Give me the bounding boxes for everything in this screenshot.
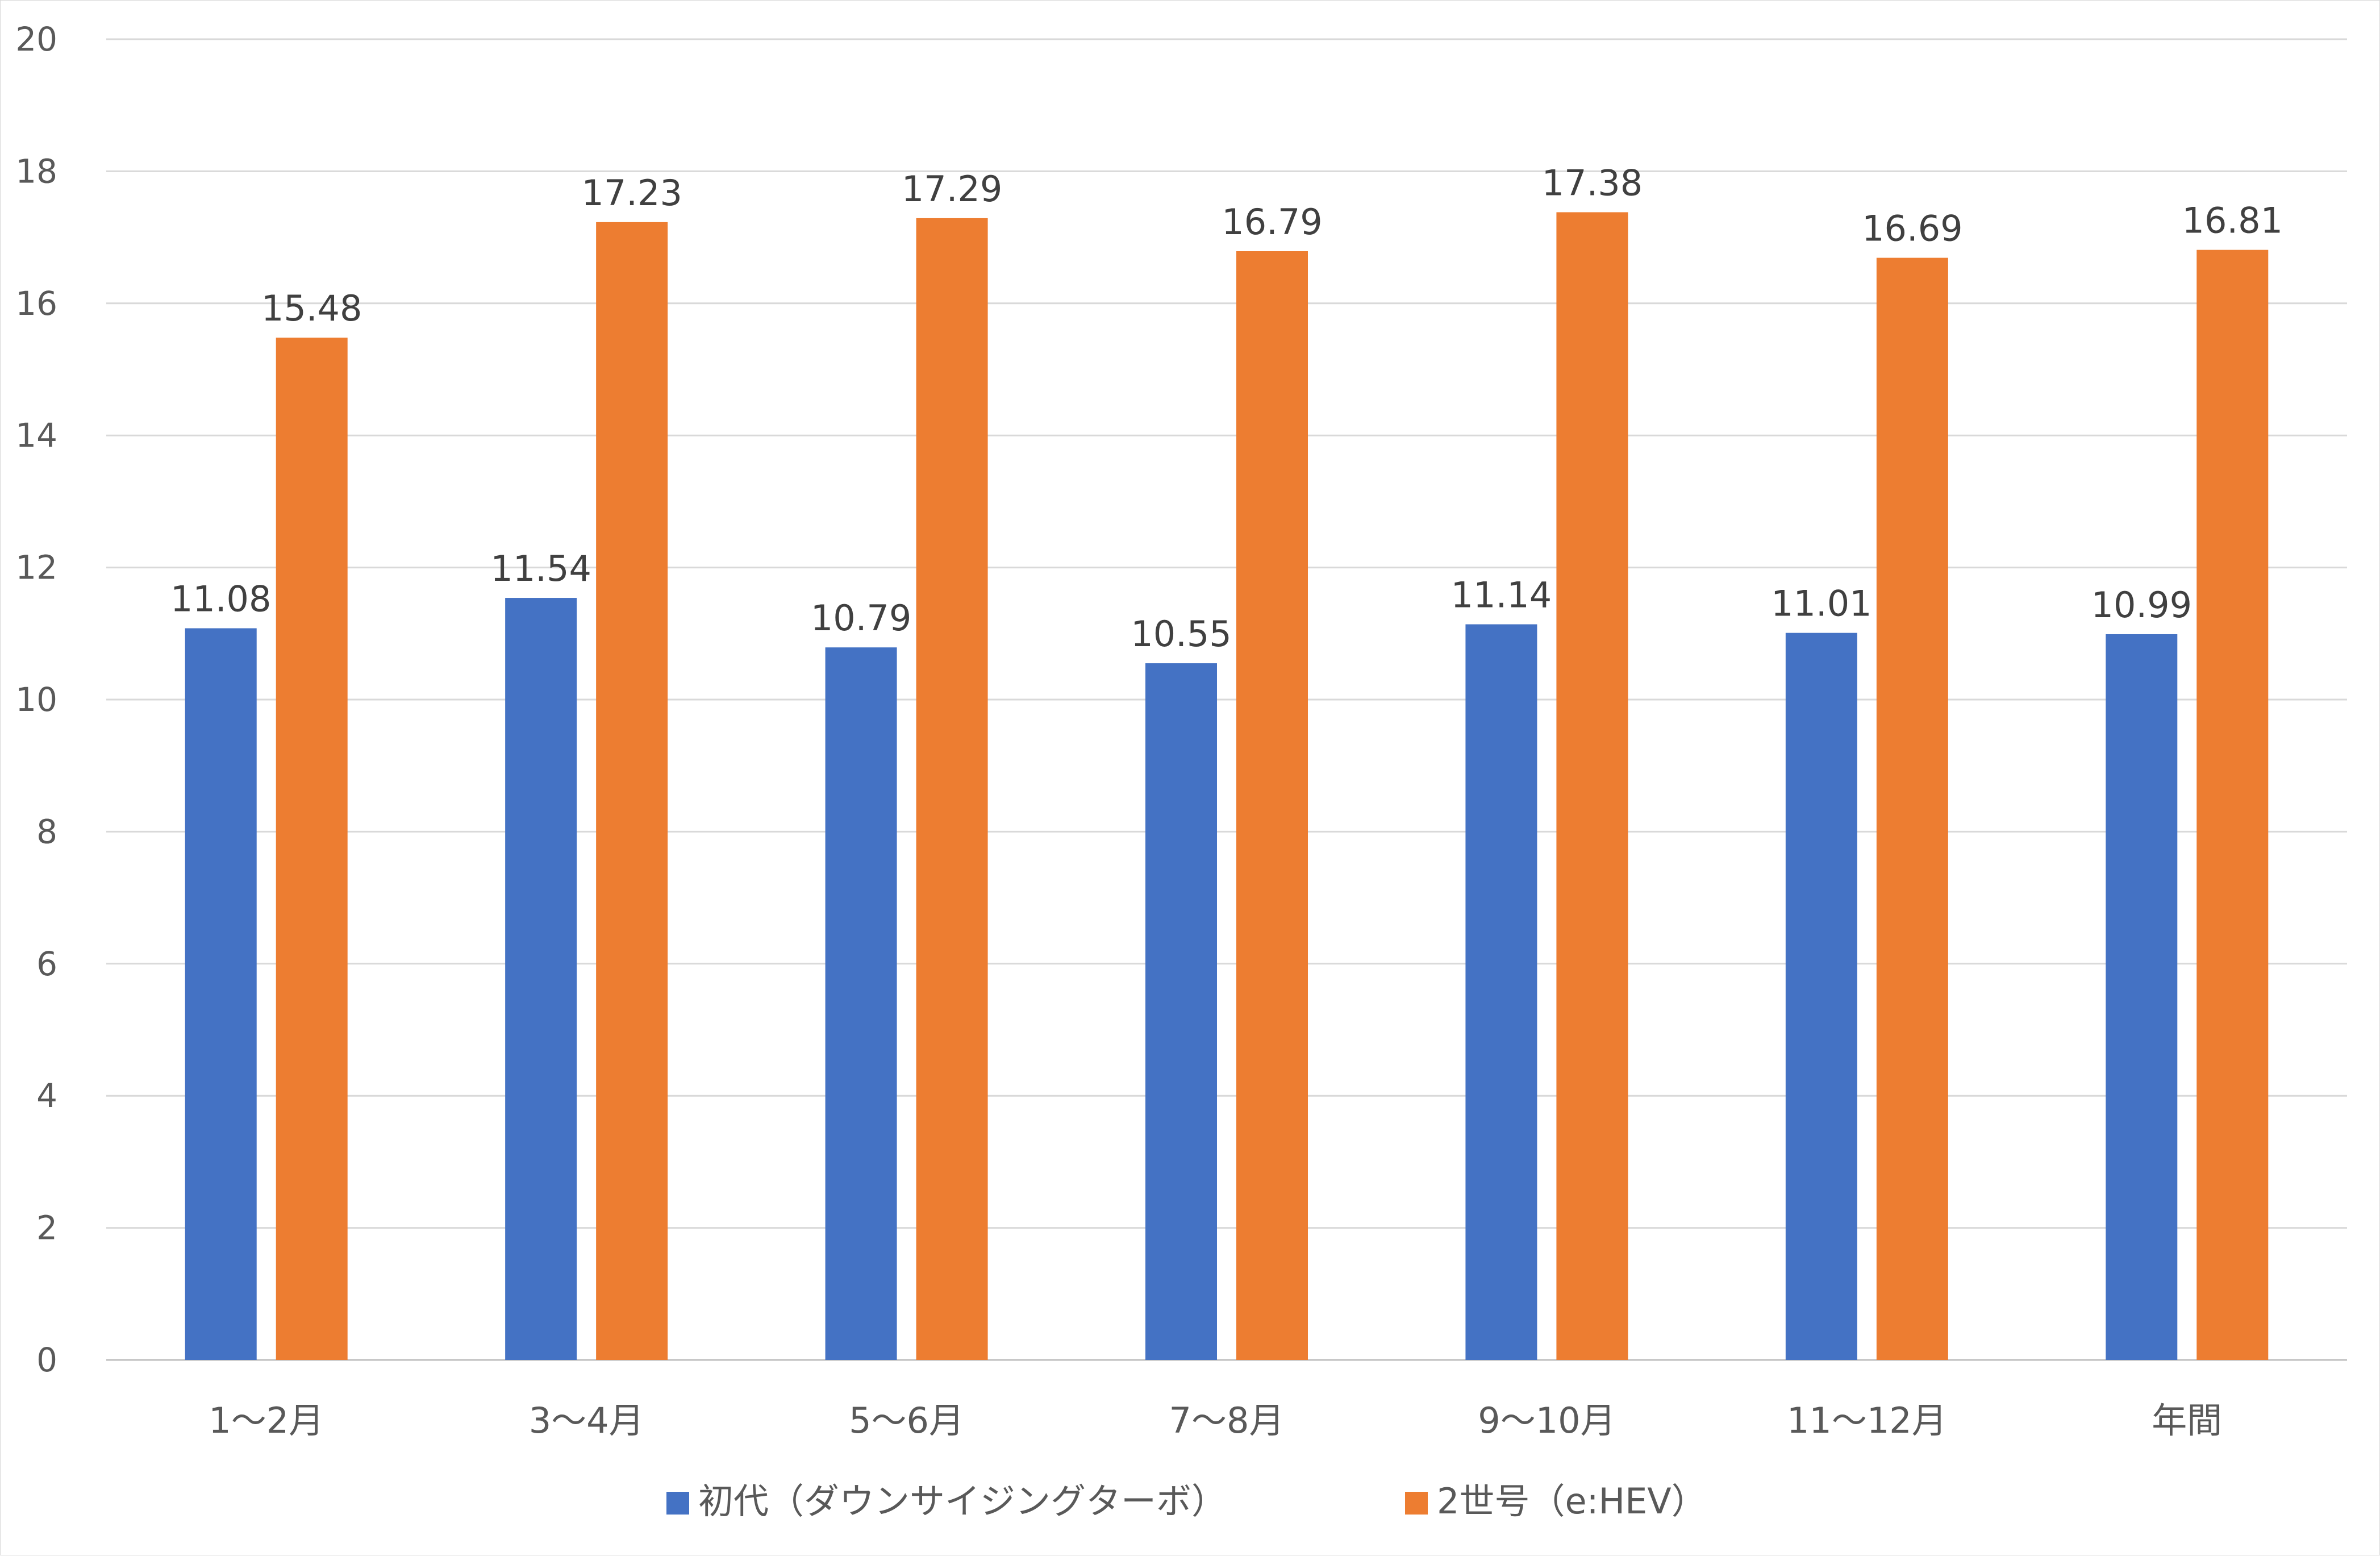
bar-series-2: [1876, 257, 1948, 1360]
data-labels: 11.08 15.48 11.54 17.23 10.79 17.29 10.55 16.79…: [170, 162, 2283, 655]
gridlines: [106, 38, 2347, 1361]
y-tick-label: 6: [36, 945, 57, 983]
bar-series-1: [1465, 624, 1537, 1360]
bar-series-1: [505, 598, 577, 1360]
data-label: 10.99: [2091, 584, 2193, 626]
data-label: 16.79: [1222, 201, 1323, 243]
bar-series-2: [1556, 212, 1628, 1361]
x-category-label: 1～2月: [209, 1400, 324, 1441]
legend: 初代（ダウンサイジングターボ） 2世号（e:HEV）: [666, 1480, 1707, 1522]
data-label: 17.38: [1542, 162, 1643, 203]
x-category-label: 5～6月: [849, 1400, 964, 1441]
bar-series-1: [1145, 663, 1217, 1360]
y-tick-label: 10: [15, 680, 57, 719]
legend-label-2: 2世号（e:HEV）: [1437, 1480, 1707, 1522]
bar-series-1: [825, 647, 897, 1360]
bars: [185, 212, 2269, 1361]
data-label: 11.08: [170, 579, 272, 620]
bar-series-2: [596, 222, 668, 1360]
y-tick-label: 4: [36, 1076, 57, 1115]
bar-series-2: [276, 338, 348, 1360]
legend-label-1: 初代（ダウンサイジングターボ）: [698, 1480, 1227, 1522]
x-category-label: 11～12月: [1787, 1400, 1947, 1441]
y-tick-label: 0: [36, 1341, 57, 1379]
bar-series-1: [185, 628, 257, 1360]
data-label: 16.69: [1862, 208, 1963, 249]
legend-swatch-2: [1405, 1492, 1428, 1515]
y-tick-label: 18: [15, 152, 57, 190]
x-axis-categories: 1～2月 3～4月 5～6月 7～8月 9～10月 11～12月 年間: [209, 1400, 2222, 1441]
y-tick-label: 16: [15, 284, 57, 323]
data-label: 11.01: [1771, 583, 1872, 625]
y-tick-label: 2: [36, 1209, 57, 1247]
data-label: 17.29: [902, 168, 1003, 210]
data-label: 16.81: [2182, 200, 2283, 242]
bar-series-2: [1236, 251, 1308, 1361]
bar-series-2: [2196, 249, 2269, 1361]
y-axis-ticks: 0 2 4 6 8 10 12 14 16 18 20: [15, 20, 57, 1379]
bar-series-1: [2106, 634, 2178, 1360]
x-category-label: 3～4月: [529, 1400, 644, 1441]
x-category-label: 年間: [2152, 1400, 2222, 1441]
data-label: 11.14: [1451, 575, 1552, 616]
data-label: 11.54: [490, 548, 591, 589]
data-label: 10.55: [1131, 613, 1232, 655]
x-category-label: 7～8月: [1169, 1400, 1285, 1441]
bar-series-2: [916, 218, 988, 1361]
y-tick-label: 20: [15, 20, 57, 59]
data-label: 17.23: [581, 172, 682, 214]
data-label: 10.79: [811, 597, 912, 639]
bar-series-1: [1785, 633, 1857, 1360]
y-tick-label: 12: [15, 548, 57, 587]
y-tick-label: 8: [36, 812, 57, 851]
legend-swatch-1: [666, 1492, 689, 1515]
y-tick-label: 14: [15, 416, 57, 455]
data-label: 15.48: [261, 288, 362, 329]
x-category-label: 9～10月: [1478, 1400, 1615, 1441]
